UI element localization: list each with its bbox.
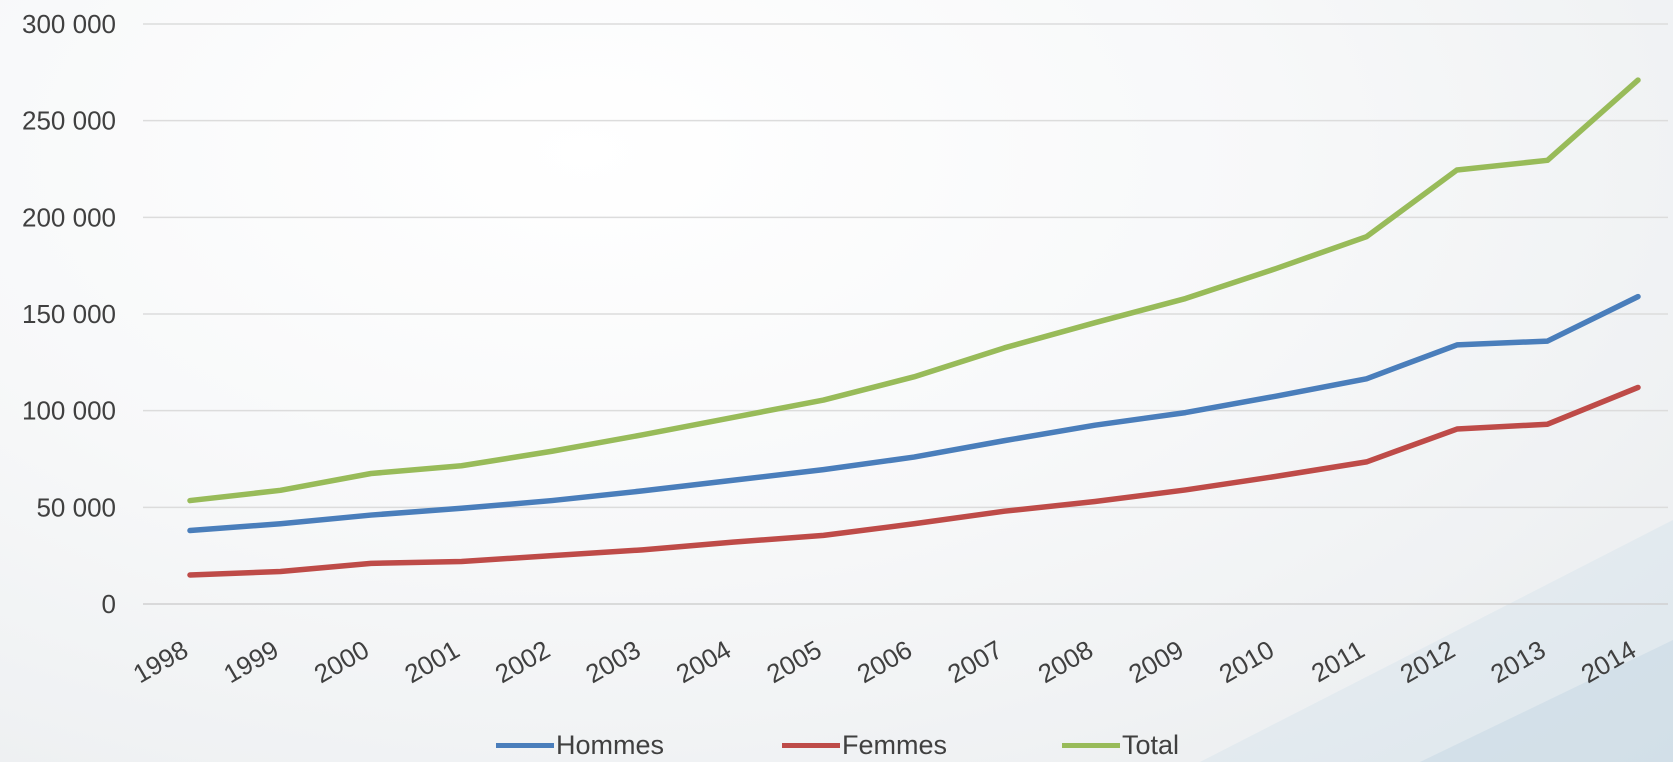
y-tick-label: 50 000	[36, 492, 116, 522]
gridlines	[143, 23, 1668, 605]
x-tick-label: 2008	[1033, 634, 1098, 689]
legend-label-hommes: Hommes	[556, 729, 665, 760]
x-tick-label: 2003	[580, 634, 645, 689]
legend-swatch-total	[1062, 742, 1120, 748]
x-tick-label: 1999	[218, 634, 283, 689]
y-axis-tick-labels: 0 50 000 100 000 150 000 200 000 250 000 300 0…	[22, 9, 116, 619]
x-tick-label: 2002	[490, 634, 555, 689]
x-tick-label: 2000	[309, 634, 374, 689]
legend-item-hommes: Hommes	[496, 728, 664, 762]
y-tick-label: 0	[102, 589, 116, 619]
legend-item-femmes: Femmes	[782, 728, 947, 762]
legend-label-total: Total	[1122, 729, 1180, 760]
x-tick-label: 2009	[1123, 634, 1188, 689]
y-tick-label: 150 000	[22, 299, 116, 329]
series-lines	[187, 77, 1641, 578]
legend: Hommes Femmes Total	[0, 728, 1673, 762]
series-line-total	[187, 77, 1641, 504]
y-tick-label: 200 000	[22, 202, 116, 232]
x-tick-label: 2004	[671, 634, 736, 689]
legend-item-total: Total	[1062, 728, 1179, 762]
series-line-hommes	[187, 293, 1641, 534]
x-tick-label: 2006	[852, 634, 917, 689]
x-axis-tick-labels: 1998 1999 2000 2001 2002 2003 2004 2005 2006 2007…	[128, 634, 1641, 689]
x-tick-label: 1998	[128, 634, 193, 689]
x-tick-label: 2007	[942, 634, 1007, 689]
x-tick-label: 2012	[1395, 634, 1460, 689]
x-tick-label: 2001	[399, 634, 464, 689]
legend-swatch-femmes	[782, 742, 840, 748]
series-line-femmes	[187, 384, 1641, 578]
x-tick-label: 2013	[1485, 634, 1550, 689]
x-tick-label: 2014	[1576, 634, 1641, 689]
x-tick-label: 2011	[1306, 634, 1369, 688]
y-tick-label: 100 000	[22, 396, 116, 426]
legend-label-femmes: Femmes	[842, 729, 948, 760]
legend-swatch-hommes	[496, 742, 554, 748]
y-tick-label: 250 000	[22, 106, 116, 136]
x-tick-label: 2010	[1214, 634, 1279, 689]
y-tick-label: 300 000	[22, 9, 116, 39]
x-tick-label: 2005	[761, 634, 826, 689]
